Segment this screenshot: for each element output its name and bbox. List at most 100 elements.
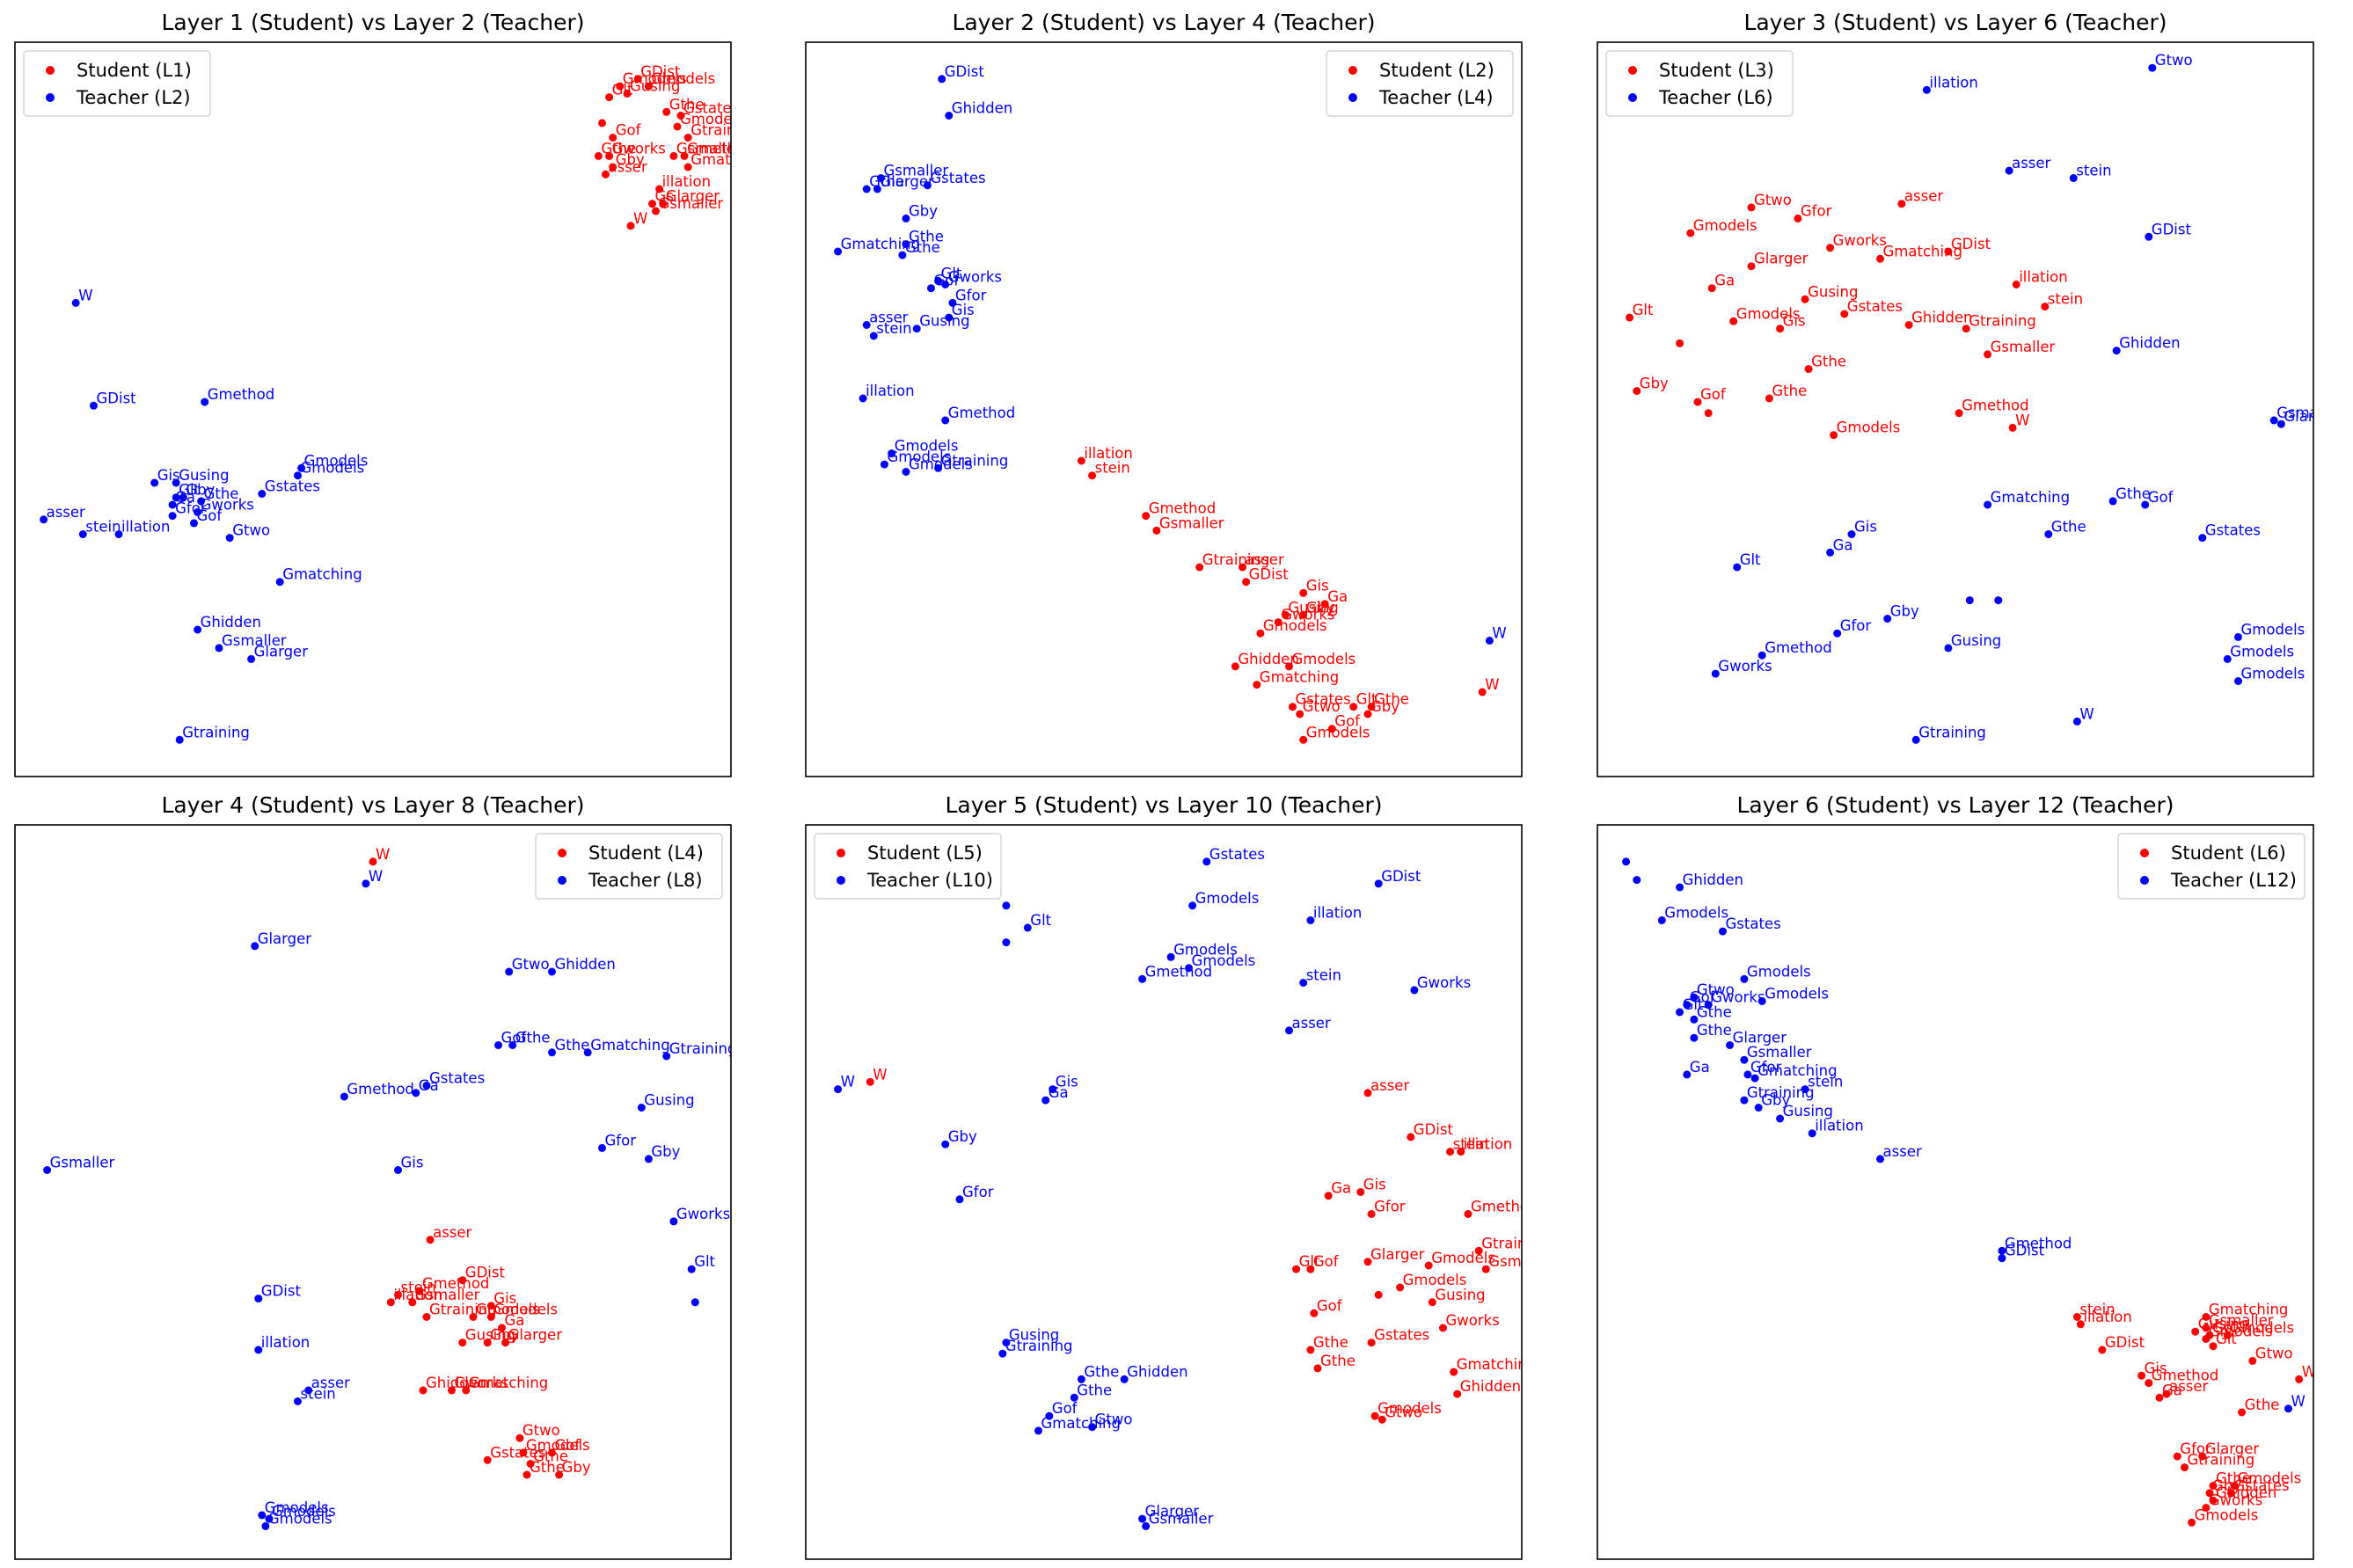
data-point bbox=[1690, 1015, 1699, 1024]
data-point bbox=[1070, 1393, 1078, 1402]
point-label: Gstates bbox=[1847, 298, 1903, 315]
chart-panel-5: Layer 5 (Student) vs Layer 10 (Teacher) W… bbox=[805, 792, 1553, 1560]
data-point bbox=[1299, 588, 1308, 597]
data-point bbox=[1242, 578, 1251, 587]
point-label: Gmodels bbox=[301, 460, 365, 477]
data-point bbox=[1464, 1210, 1472, 1218]
data-point bbox=[1363, 1258, 1372, 1266]
point-label: Ga bbox=[1327, 588, 1348, 605]
point-label: Gusing bbox=[1808, 283, 1858, 300]
point-label: Gfor bbox=[962, 1184, 994, 1200]
point-label: Gstates bbox=[1726, 915, 1781, 932]
point-label: asser bbox=[869, 310, 908, 326]
data-point bbox=[486, 1302, 495, 1310]
point-label: Gfor bbox=[1840, 617, 1872, 634]
data-point bbox=[251, 942, 259, 951]
point-label: Gworks bbox=[612, 140, 666, 157]
data-point bbox=[522, 1470, 531, 1479]
data-point bbox=[258, 1511, 267, 1520]
point-label: Glarger bbox=[1370, 1246, 1425, 1263]
point-label: Gof bbox=[1700, 386, 1727, 403]
data-point bbox=[1984, 500, 1992, 509]
point-label: Gworks bbox=[1446, 1312, 1500, 1329]
series-teacher: GstatesGDistGmodelsillationGltGmodelsGmo… bbox=[834, 846, 1471, 1530]
point-label: Gthe bbox=[1374, 691, 1409, 708]
point-label: Ghidden bbox=[2119, 335, 2180, 352]
point-label: Gworks bbox=[2209, 1492, 2262, 1509]
data-point bbox=[254, 1346, 263, 1354]
plot-frame bbox=[1597, 41, 2314, 777]
point-label: Gis bbox=[1363, 1177, 1386, 1193]
data-point bbox=[1285, 1026, 1293, 1035]
data-point bbox=[1826, 548, 1835, 557]
data-point bbox=[448, 1386, 456, 1395]
point-label: Gthe bbox=[2216, 1470, 2251, 1487]
point-label: Gby bbox=[490, 1327, 519, 1344]
data-point bbox=[304, 1386, 313, 1395]
data-point bbox=[1944, 247, 1953, 256]
point-label: Gmodels bbox=[1192, 952, 1256, 969]
legend-marker-student bbox=[1628, 66, 1637, 75]
data-point bbox=[1740, 974, 1749, 983]
data-point bbox=[602, 170, 610, 179]
point-label: Gmatching bbox=[1041, 1415, 1121, 1432]
legend-entry: Teacher (L2) bbox=[76, 87, 191, 108]
point-label: Gfor bbox=[1374, 1199, 1406, 1215]
data-point bbox=[501, 1338, 510, 1347]
point-label: Gmodels bbox=[623, 70, 687, 87]
data-point bbox=[2202, 1504, 2211, 1512]
data-point bbox=[1023, 923, 1032, 932]
point-label: Ga bbox=[175, 489, 195, 506]
point-label: Gtwo bbox=[1095, 1411, 1133, 1428]
point-label: Gstates bbox=[490, 1444, 545, 1461]
point-label: Gsmaller bbox=[2276, 405, 2342, 421]
chart-title: Layer 5 (Student) vs Layer 10 (Teacher) bbox=[945, 792, 1382, 818]
point-label: asser bbox=[1370, 1077, 1409, 1094]
point-label: Gsmaller bbox=[1488, 1253, 1553, 1270]
point-label: Gsmaller bbox=[50, 1155, 115, 1171]
point-label: Glt bbox=[612, 82, 633, 98]
chart-panel-4: Layer 4 (Student) vs Layer 8 (Teacher) Wa… bbox=[14, 792, 732, 1560]
point-label: Gmethod bbox=[1962, 397, 2029, 414]
data-point bbox=[1367, 1210, 1376, 1218]
data-point bbox=[938, 75, 946, 84]
point-label: Gmodels bbox=[268, 1510, 332, 1527]
data-point bbox=[1719, 927, 1727, 936]
data-point bbox=[394, 1290, 402, 1299]
data-point bbox=[458, 1276, 467, 1285]
point-label: Gmodels bbox=[909, 456, 973, 473]
data-point bbox=[834, 1085, 843, 1094]
point-label: Gmodels bbox=[2195, 1506, 2259, 1523]
point-label: Gmatching bbox=[841, 236, 920, 252]
data-point bbox=[1306, 1346, 1315, 1354]
point-label: Gstates bbox=[2233, 1477, 2289, 1494]
point-label: Ghidden bbox=[1127, 1363, 1187, 1380]
point-label: Ghidden bbox=[555, 956, 616, 973]
point-label: Gtraining bbox=[2188, 1452, 2255, 1469]
data-point bbox=[1690, 1033, 1699, 1042]
data-point bbox=[1478, 688, 1487, 696]
data-point bbox=[934, 276, 943, 285]
data-point bbox=[673, 122, 682, 131]
data-point bbox=[1349, 703, 1358, 711]
point-label: Gof bbox=[616, 122, 642, 139]
point-label: Gmodels bbox=[2241, 621, 2306, 638]
data-point bbox=[294, 1397, 302, 1405]
point-label: Gmatching bbox=[1757, 1062, 1837, 1079]
point-label: Ghidden bbox=[201, 614, 261, 631]
point-label: Gmodels bbox=[1747, 963, 1811, 980]
data-point bbox=[1757, 651, 1766, 660]
data-point bbox=[605, 151, 614, 160]
point-label: Gstates bbox=[429, 1069, 485, 1086]
data-point bbox=[598, 1143, 606, 1152]
panels: Layer 1 (Student) vs Layer 2 (Teacher) GD… bbox=[14, 10, 2342, 1560]
point-label: Gthe bbox=[1811, 354, 1846, 370]
point-label: GDist bbox=[2152, 221, 2192, 237]
point-label: Ga bbox=[1049, 1084, 1069, 1101]
point-label: Gthe bbox=[530, 1459, 565, 1476]
data-point bbox=[197, 497, 206, 506]
data-point bbox=[1740, 1055, 1749, 1064]
point-label: Gthe bbox=[2245, 1397, 2280, 1413]
data-point bbox=[1428, 1298, 1436, 1307]
